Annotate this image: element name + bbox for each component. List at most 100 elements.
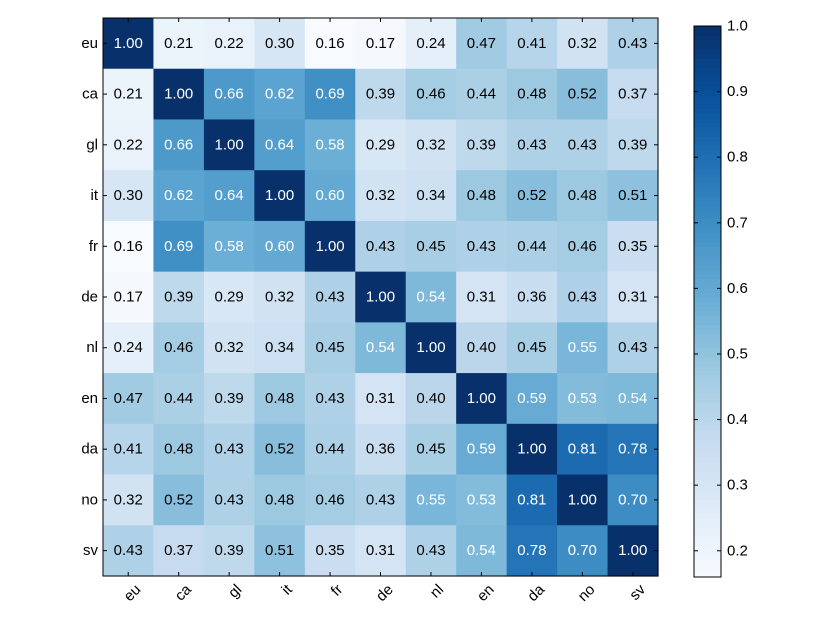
cell-value-label: 0.46 xyxy=(315,491,344,508)
cell-value-label: 0.43 xyxy=(568,289,597,306)
colorbar-segment xyxy=(694,163,721,169)
cell-value-label: 0.29 xyxy=(366,136,395,153)
cell-value-label: 0.45 xyxy=(315,339,344,356)
colorbar-segment xyxy=(694,370,721,376)
cell-value-label: 0.51 xyxy=(265,542,294,559)
heatmap-cell xyxy=(203,119,255,171)
x-tick-label: fr xyxy=(328,581,347,600)
cell-value-label: 0.36 xyxy=(366,441,395,458)
cell-value-label: 0.58 xyxy=(215,238,244,255)
colorbar-segment xyxy=(694,81,721,87)
cell-value-label: 0.66 xyxy=(215,86,244,103)
cell-value-label: 0.43 xyxy=(315,390,344,407)
cell-value-label: 0.70 xyxy=(568,542,597,559)
colorbar-segment xyxy=(694,448,721,454)
heatmap-cell xyxy=(456,18,508,70)
cell-value-label: 0.17 xyxy=(366,35,395,52)
cell-value-label: 0.39 xyxy=(366,86,395,103)
heatmap-cell xyxy=(607,119,659,171)
colorbar-tick-label: 1.0 xyxy=(727,18,748,35)
heatmap-cell xyxy=(405,373,457,425)
x-tick-labels: eu ca gl it fr de nl en da no sv xyxy=(121,581,650,605)
colorbar-segment xyxy=(694,512,721,518)
heatmap-cell xyxy=(355,373,407,425)
colorbar-segment xyxy=(694,168,721,174)
colorbar-segment xyxy=(694,255,721,261)
colorbar-segment xyxy=(694,333,721,339)
heatmap-cell xyxy=(355,68,407,121)
cell-value-label: 0.78 xyxy=(618,441,647,458)
heatmap-cell xyxy=(304,220,356,273)
cell-value-label: 1.00 xyxy=(265,187,294,204)
colorbar-segment xyxy=(694,85,721,91)
colorbar-segment xyxy=(694,218,721,225)
colorbar-segment xyxy=(694,122,721,128)
cell-value-label: 0.70 xyxy=(618,491,647,508)
heatmap-cell xyxy=(103,170,155,222)
cell-value-label: 0.60 xyxy=(265,238,294,255)
cell-value-label: 0.22 xyxy=(215,35,244,52)
colorbar-segment xyxy=(694,549,721,555)
heatmap-cell xyxy=(153,220,205,273)
colorbar-segment xyxy=(694,526,721,532)
x-tick-label: ca xyxy=(172,581,196,605)
heatmap-cell xyxy=(254,18,306,70)
colorbar-segment xyxy=(694,315,721,321)
heatmap-cell xyxy=(557,423,609,476)
cell-value-label: 1.00 xyxy=(215,136,244,153)
colorbar-segment xyxy=(694,104,721,110)
colorbar-segment xyxy=(694,558,721,564)
cell-value-label: 0.66 xyxy=(164,136,193,153)
colorbar-segment xyxy=(694,306,721,312)
cell-value-label: 0.40 xyxy=(416,390,445,407)
colorbar: 0.2 0.3 0.4 0.5 0.6 0.7 0.8 0.9 1.0 xyxy=(693,18,748,578)
cell-value-label: 0.31 xyxy=(366,390,395,407)
colorbar-segment xyxy=(694,480,721,486)
heatmap-cell xyxy=(456,525,508,577)
x-tick-label: no xyxy=(575,581,599,605)
colorbar-segment xyxy=(694,292,721,298)
cell-value-label: 0.29 xyxy=(215,289,244,306)
cell-value-label: 0.43 xyxy=(517,136,546,153)
colorbar-segment xyxy=(694,30,721,36)
colorbar-segment xyxy=(694,232,721,238)
heatmap-cell xyxy=(607,474,659,526)
cell-value-label: 0.54 xyxy=(467,542,496,559)
colorbar-segment xyxy=(694,241,721,247)
cell-value-label: 0.43 xyxy=(215,491,244,508)
heatmap-cell xyxy=(103,373,155,425)
x-tick-label: en xyxy=(474,581,498,605)
heatmap-cell xyxy=(304,525,356,577)
colorbar-segment xyxy=(694,67,721,73)
heatmap-cell xyxy=(405,119,457,171)
heatmap-cell xyxy=(607,525,659,577)
colorbar-segment xyxy=(694,26,721,32)
heatmap-cell xyxy=(607,373,659,425)
colorbar-segment xyxy=(694,434,721,440)
colorbar-segment xyxy=(694,149,721,156)
colorbar-segment xyxy=(694,310,721,316)
cell-value-label: 0.21 xyxy=(164,35,193,52)
heatmap-cell xyxy=(304,18,356,70)
heatmap-cell xyxy=(254,474,306,526)
colorbar-segment xyxy=(694,453,721,459)
colorbar-segment xyxy=(694,352,721,358)
x-tick-label: it xyxy=(278,581,296,599)
cell-value-label: 0.69 xyxy=(164,238,193,255)
cell-value-label: 0.46 xyxy=(568,238,597,255)
colorbar-segment xyxy=(694,475,721,482)
colorbar-segment xyxy=(694,154,721,160)
heatmap-cells xyxy=(103,18,659,577)
cell-value-label: 0.43 xyxy=(366,491,395,508)
colorbar-segment xyxy=(694,76,721,82)
heatmap-cell xyxy=(203,220,255,273)
heatmap-cell xyxy=(355,271,407,323)
colorbar-segment xyxy=(694,131,721,137)
colorbar-segment xyxy=(694,108,721,114)
heatmap-cell xyxy=(103,220,155,273)
heatmap-cell xyxy=(254,68,306,121)
cell-value-label: 0.35 xyxy=(618,238,647,255)
cell-value-label: 0.48 xyxy=(164,441,193,458)
cell-value-label: 0.41 xyxy=(517,35,546,52)
heatmap-cell xyxy=(405,322,457,374)
